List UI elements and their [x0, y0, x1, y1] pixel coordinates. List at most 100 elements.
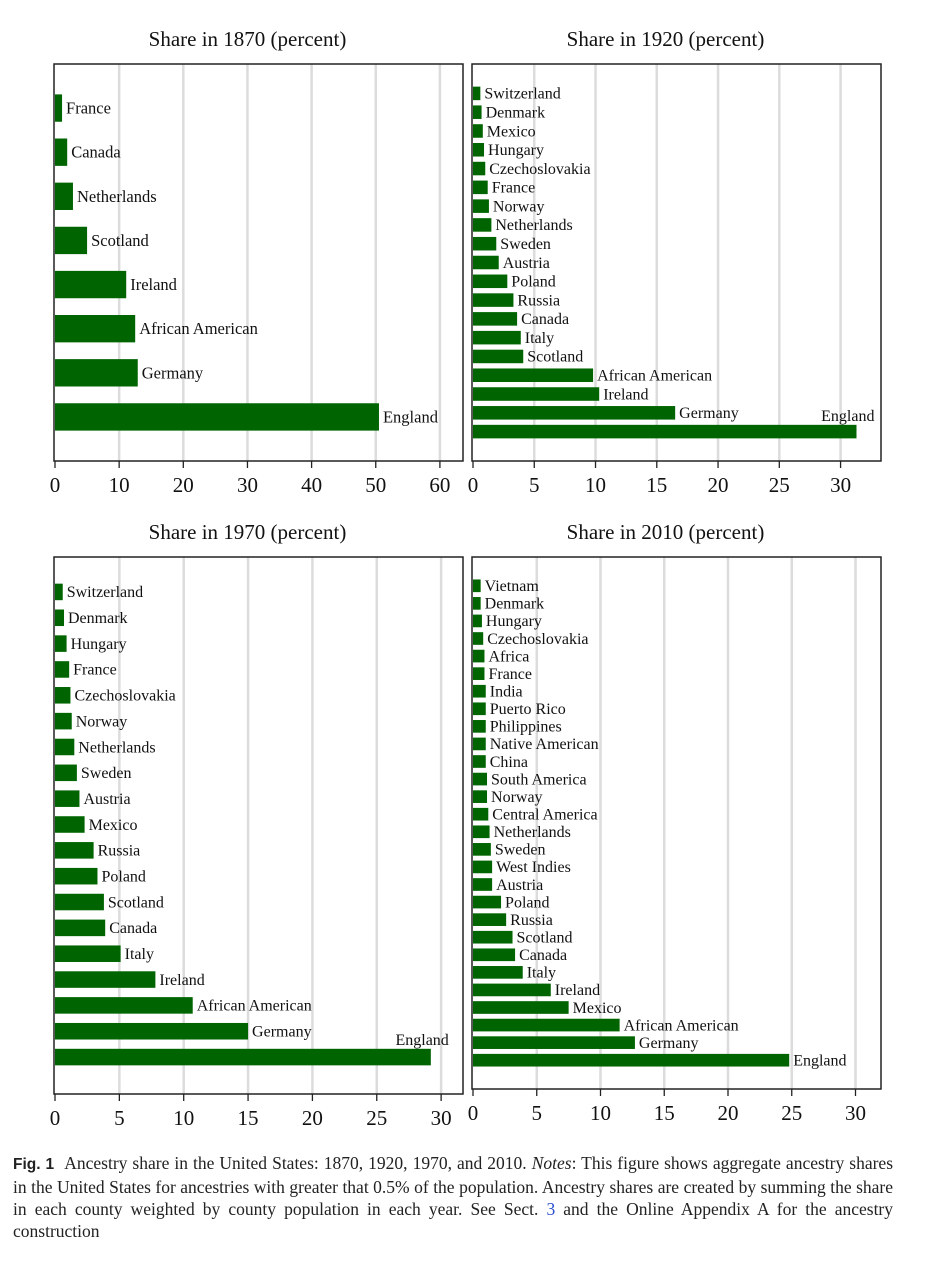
bar-label: Russia: [510, 912, 553, 929]
bar-label: African American: [624, 1017, 739, 1034]
bar-african-american: [473, 1018, 620, 1032]
bar-label: Germany: [639, 1035, 699, 1052]
bar-netherlands: [55, 738, 75, 756]
tick-label: 5: [114, 1106, 125, 1130]
bar-italy: [55, 945, 121, 962]
bar-label: Canada: [519, 947, 567, 964]
bar-label: Czechoslovakia: [489, 161, 590, 178]
tick-label: 25: [769, 473, 790, 497]
bar-label: Canada: [71, 143, 121, 162]
bar-label: Netherlands: [494, 824, 571, 841]
bar-label: Scotland: [527, 349, 583, 366]
bar-netherlands: [473, 825, 490, 839]
bar-mexico: [473, 1001, 569, 1014]
bar-label: Germany: [679, 405, 739, 422]
bar-african-american: [55, 997, 193, 1014]
caption-notes-label: Notes: [531, 1153, 572, 1173]
plot-frame: [53, 63, 464, 462]
bar-india: [473, 684, 486, 698]
tick-label: 20: [708, 473, 729, 497]
tick-label: 15: [238, 1106, 259, 1130]
bar-label: France: [73, 662, 117, 679]
bar-label: Norway: [76, 713, 128, 730]
bar-poland: [473, 895, 502, 909]
bar-label: Norway: [491, 789, 543, 806]
bar-label: France: [492, 180, 536, 197]
bar-russia: [55, 842, 94, 859]
tick-label: 5: [529, 473, 540, 497]
bar-netherlands: [473, 218, 492, 232]
bar-label: Russia: [98, 843, 141, 860]
bar-label: Netherlands: [77, 187, 157, 206]
chart-panel-2: Share in 1970 (percent) Switzerland Denmar…: [50, 520, 464, 1130]
bar-ireland: [55, 270, 127, 299]
bar-denmark: [473, 597, 481, 610]
bar-label: Germany: [252, 1024, 312, 1041]
bar-label: Hungary: [486, 613, 542, 630]
tick-label: 0: [50, 1106, 61, 1130]
bar-label: Scotland: [517, 929, 573, 946]
tick-label: 0: [50, 473, 61, 497]
bar-label: Africa: [488, 648, 529, 665]
bar-label: China: [490, 754, 528, 771]
bar-native-american: [473, 737, 486, 751]
bar-africa: [473, 649, 485, 663]
bar-france: [473, 180, 488, 195]
bar-mexico: [55, 816, 85, 833]
bar-label: Mexico: [573, 1000, 622, 1017]
bar-label: India: [490, 683, 523, 700]
bar-ireland: [473, 983, 551, 997]
bar-label: Netherlands: [495, 217, 572, 234]
bar-poland: [55, 867, 98, 885]
tick-label: 50: [365, 473, 386, 497]
bar-label: Poland: [101, 868, 145, 885]
bar-label: Germany: [142, 363, 204, 382]
tick-label: 30: [830, 473, 851, 497]
bar-china: [473, 755, 486, 768]
tick-label: 30: [845, 1101, 866, 1125]
bar-italy: [473, 330, 521, 345]
caption-notes-text: : This figure shows aggregate ancestry s…: [13, 1153, 894, 1219]
chart-title: Share in 1920 (percent): [567, 27, 765, 51]
section-link[interactable]: 3: [546, 1199, 556, 1219]
chart-title: Share in 1970 (percent): [149, 520, 347, 544]
bar-england: [55, 1048, 431, 1066]
bar-label: Denmark: [486, 104, 546, 121]
bar-ireland: [473, 387, 600, 401]
bar-germany: [473, 406, 676, 420]
bar-label: England: [395, 1032, 448, 1049]
bar-label: Netherlands: [78, 739, 155, 756]
bar-label: France: [66, 99, 111, 118]
bar-ireland: [55, 971, 156, 988]
bar-scotland: [55, 226, 88, 255]
bar-label: African American: [139, 319, 258, 338]
bar-hungary: [55, 635, 67, 652]
tick-label: 10: [173, 1106, 194, 1130]
bar-african-american: [473, 368, 594, 383]
bar-netherlands: [55, 182, 73, 210]
bar-west-indies: [473, 860, 493, 874]
bar-label: Native American: [490, 736, 599, 753]
bar-germany: [55, 1022, 249, 1040]
bar-label: Czechoslovakia: [74, 688, 175, 705]
bar-label: Canada: [109, 920, 157, 937]
caption-text-end: and the Online Appendix A for the ancest…: [13, 1199, 894, 1241]
bar-label: Austria: [83, 791, 130, 808]
bar-switzerland: [473, 86, 481, 101]
bar-label: Scotland: [91, 231, 149, 250]
tick-label: 20: [302, 1106, 323, 1130]
bar-sweden: [473, 236, 497, 251]
tick-label: 10: [590, 1101, 611, 1125]
bar-label: Poland: [511, 274, 555, 291]
tick-label: 30: [431, 1106, 452, 1130]
bar-label: Italy: [527, 965, 556, 982]
chart-panel-1: Share in 1920 (percent) SwitzerlandDenmar…: [468, 27, 882, 497]
bar-canada: [55, 919, 106, 937]
plot-frame: [471, 63, 882, 462]
bar-germany: [55, 359, 138, 387]
bar-austria: [473, 878, 493, 891]
bar-label: Hungary: [488, 142, 544, 159]
tick-label: 25: [781, 1101, 802, 1125]
bar-label: Russia: [517, 292, 560, 309]
bar-label: African American: [197, 998, 312, 1015]
